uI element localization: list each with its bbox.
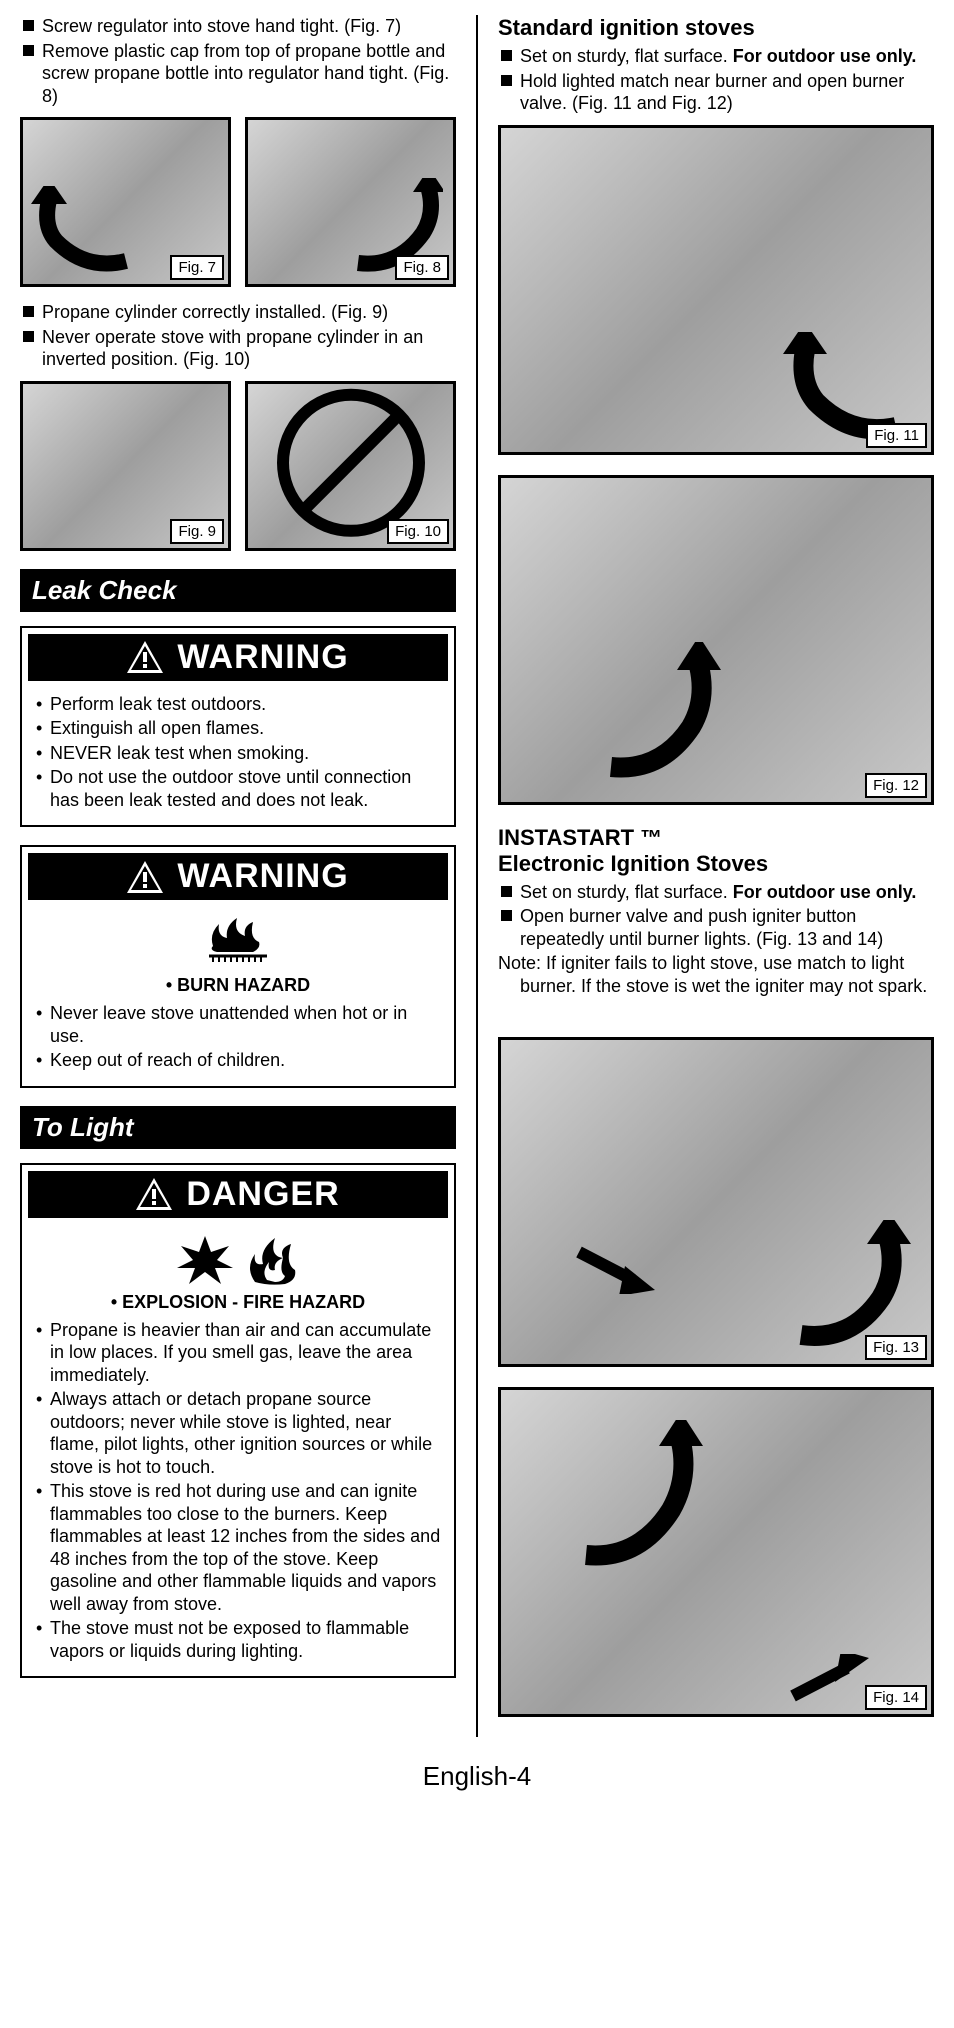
leak-bullet: NEVER leak test when smoking.	[34, 742, 442, 765]
insta-note: Note: If igniter fails to light stove, u…	[498, 952, 934, 997]
section-leak-check: Leak Check	[20, 569, 456, 612]
warning-burn-box: WARNING • B	[20, 845, 456, 1088]
leak-bullet: Do not use the outdoor stove until conne…	[34, 766, 442, 811]
fig-label: Fig. 12	[865, 773, 927, 798]
fig-label: Fig. 11	[866, 423, 927, 448]
explosion-icon	[175, 1234, 235, 1286]
leak-bullets: Perform leak test outdoors. Extinguish a…	[34, 693, 442, 812]
mid-item: Propane cylinder correctly installed. (F…	[20, 301, 456, 324]
danger-header: DANGER	[28, 1171, 448, 1218]
figure-7: Fig. 7	[20, 117, 231, 287]
intro-list: Screw regulator into stove hand tight. (…	[20, 15, 456, 107]
leak-bullet: Perform leak test outdoors.	[34, 693, 442, 716]
left-column: Screw regulator into stove hand tight. (…	[20, 15, 456, 1737]
standard-item: Set on sturdy, flat surface. For outdoor…	[498, 45, 934, 68]
explosion-bullet: Propane is heavier than air and can accu…	[34, 1319, 442, 1387]
danger-label: DANGER	[186, 1175, 339, 1214]
fig-label: Fig. 10	[387, 519, 449, 544]
burn-bullets: Never leave stove unattended when hot or…	[34, 1002, 442, 1072]
insta-item: Set on sturdy, flat surface. For outdoor…	[498, 881, 934, 904]
explosion-bullet: This stove is red hot during use and can…	[34, 1480, 442, 1615]
figure-14: Fig. 14	[498, 1387, 934, 1717]
burn-bullet: Never leave stove unattended when hot or…	[34, 1002, 442, 1047]
insta-item: Open burner valve and push igniter butto…	[498, 905, 934, 950]
instastart-head-1: INSTASTART ™	[498, 825, 934, 851]
figure-10: Fig. 10	[245, 381, 456, 551]
warning-leak-box: WARNING Perform leak test outdoors. Exti…	[20, 626, 456, 828]
standard-item: Hold lighted match near burner and open …	[498, 70, 934, 115]
hot-surface-icon	[203, 916, 273, 964]
alert-triangle-icon	[136, 1178, 172, 1210]
explosion-head: • EXPLOSION - FIRE HAZARD	[34, 1292, 442, 1313]
fig-label: Fig. 8	[395, 255, 449, 280]
warning-label: WARNING	[177, 638, 348, 677]
burn-hazard-head: • BURN HAZARD	[34, 975, 442, 996]
warning-header: WARNING	[28, 634, 448, 681]
danger-box: DANGER • EXPLOSION - FIRE HAZARD Propane…	[20, 1163, 456, 1679]
column-divider	[476, 15, 478, 1737]
section-to-light: To Light	[20, 1106, 456, 1149]
instastart-list: Set on sturdy, flat surface. For outdoor…	[498, 881, 934, 951]
mid-item: Never operate stove with propane cylinde…	[20, 326, 456, 371]
figure-13: Fig. 13	[498, 1037, 934, 1367]
fig-label: Fig. 9	[170, 519, 224, 544]
mid-list: Propane cylinder correctly installed. (F…	[20, 301, 456, 371]
standard-ignition-head: Standard ignition stoves	[498, 15, 934, 41]
intro-item: Remove plastic cap from top of propane b…	[20, 40, 456, 108]
figure-8: Fig. 8	[245, 117, 456, 287]
warning-header: WARNING	[28, 853, 448, 900]
standard-list: Set on sturdy, flat surface. For outdoor…	[498, 45, 934, 115]
alert-triangle-icon	[127, 641, 163, 673]
explosion-bullet: The stove must not be exposed to flammab…	[34, 1617, 442, 1662]
explosion-bullets: Propane is heavier than air and can accu…	[34, 1319, 442, 1663]
warning-label: WARNING	[177, 857, 348, 896]
fig-label: Fig. 13	[865, 1335, 927, 1360]
figure-9: Fig. 9	[20, 381, 231, 551]
explosion-bullet: Always attach or detach propane source o…	[34, 1388, 442, 1478]
fig-label: Fig. 7	[170, 255, 224, 280]
figure-12: Fig. 12	[498, 475, 934, 805]
fig-label: Fig. 14	[865, 1685, 927, 1710]
fire-icon	[241, 1234, 301, 1286]
burn-bullet: Keep out of reach of children.	[34, 1049, 442, 1072]
intro-item: Screw regulator into stove hand tight. (…	[20, 15, 456, 38]
instastart-head-2: Electronic Ignition Stoves	[498, 851, 934, 877]
page-footer: English-4	[20, 1761, 934, 1792]
figure-11: Fig. 11	[498, 125, 934, 455]
right-column: Standard ignition stoves Set on sturdy, …	[498, 15, 934, 1737]
alert-triangle-icon	[127, 861, 163, 893]
leak-bullet: Extinguish all open flames.	[34, 717, 442, 740]
